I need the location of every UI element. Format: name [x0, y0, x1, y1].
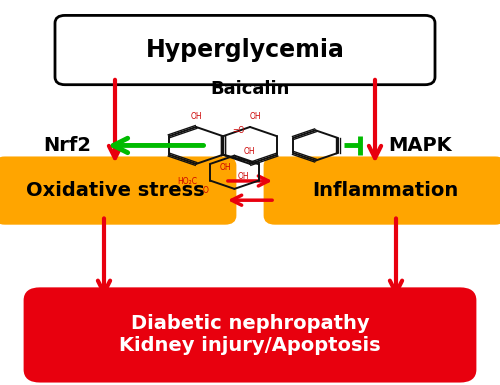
FancyBboxPatch shape	[25, 289, 475, 381]
Text: OH: OH	[244, 147, 255, 156]
Text: Baicalin: Baicalin	[210, 80, 290, 98]
Text: Inflammation: Inflammation	[312, 181, 458, 200]
Text: O: O	[202, 186, 208, 195]
FancyBboxPatch shape	[265, 158, 500, 223]
Text: Oxidative stress: Oxidative stress	[26, 181, 204, 200]
Text: Hyperglycemia: Hyperglycemia	[146, 38, 344, 62]
FancyBboxPatch shape	[0, 158, 235, 223]
Text: OH: OH	[249, 112, 261, 121]
Text: MAPK: MAPK	[388, 136, 452, 155]
Text: Diabetic nephropathy
Kidney injury/Apoptosis: Diabetic nephropathy Kidney injury/Apopt…	[119, 315, 381, 355]
Text: =O: =O	[232, 126, 244, 135]
Text: OH: OH	[220, 163, 231, 172]
Text: Nrf2: Nrf2	[44, 136, 92, 155]
FancyBboxPatch shape	[55, 15, 435, 85]
Text: OH: OH	[238, 172, 250, 181]
Text: HO₂C: HO₂C	[178, 177, 198, 186]
Text: OH: OH	[190, 112, 202, 121]
